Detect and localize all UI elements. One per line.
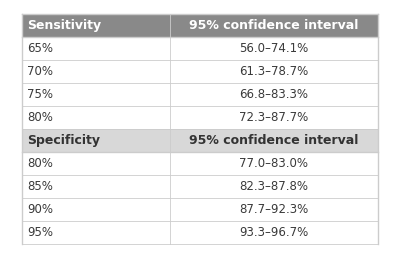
Text: 61.3–78.7%: 61.3–78.7% — [239, 65, 308, 78]
Bar — [170, 198, 378, 221]
Text: 90%: 90% — [27, 203, 53, 216]
Text: 72.3–87.7%: 72.3–87.7% — [239, 111, 308, 124]
Bar — [170, 152, 378, 175]
Text: 75%: 75% — [27, 88, 53, 101]
Text: 77.0–83.0%: 77.0–83.0% — [239, 157, 308, 170]
Text: 87.7–92.3%: 87.7–92.3% — [239, 203, 308, 216]
Text: 80%: 80% — [27, 157, 53, 170]
Bar — [170, 14, 378, 37]
Bar — [22, 37, 170, 60]
Bar — [22, 14, 170, 37]
Bar — [22, 221, 170, 244]
Bar — [22, 106, 170, 129]
Bar — [170, 175, 378, 198]
Bar — [22, 129, 170, 152]
Bar — [170, 37, 378, 60]
Text: 95% confidence interval: 95% confidence interval — [189, 19, 358, 32]
Text: 80%: 80% — [27, 111, 53, 124]
Text: 70%: 70% — [27, 65, 53, 78]
Bar — [170, 129, 378, 152]
Bar — [22, 198, 170, 221]
Text: 85%: 85% — [27, 180, 53, 193]
Text: 65%: 65% — [27, 42, 53, 55]
Bar — [170, 60, 378, 83]
Text: 93.3–96.7%: 93.3–96.7% — [239, 226, 308, 239]
Bar — [170, 221, 378, 244]
Text: 66.8–83.3%: 66.8–83.3% — [239, 88, 308, 101]
Text: 82.3–87.8%: 82.3–87.8% — [239, 180, 308, 193]
Bar — [22, 83, 170, 106]
Bar — [22, 152, 170, 175]
Text: 95%: 95% — [27, 226, 53, 239]
Text: Sensitivity: Sensitivity — [27, 19, 101, 32]
Text: 95% confidence interval: 95% confidence interval — [189, 134, 358, 147]
Text: 56.0–74.1%: 56.0–74.1% — [239, 42, 308, 55]
Text: Specificity: Specificity — [27, 134, 100, 147]
Bar — [170, 83, 378, 106]
Bar — [170, 106, 378, 129]
Bar — [22, 175, 170, 198]
Bar — [22, 60, 170, 83]
